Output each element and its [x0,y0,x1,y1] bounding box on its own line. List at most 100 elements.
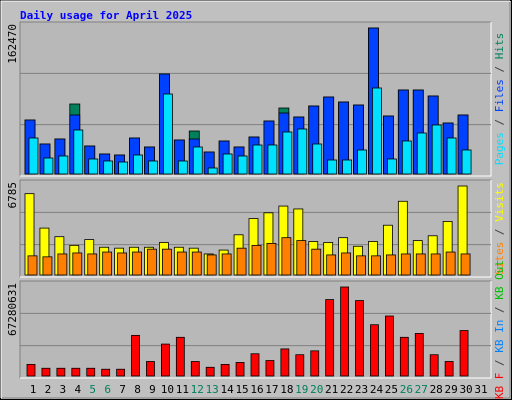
bar [131,334,140,377]
bar [385,254,396,276]
bar [71,367,81,377]
bar [87,253,98,276]
bar [58,155,69,175]
x-tick-label: 15 [235,383,248,396]
bar [461,149,472,175]
x-tick-label: 4 [74,383,81,396]
x-tick-label: 28 [430,383,443,396]
bar [357,149,367,175]
bar [162,93,173,175]
bar [192,146,203,175]
legend-entry: Hits [493,33,506,60]
bar [103,160,114,175]
bar [312,143,323,175]
bar [386,158,397,175]
x-tick-label: 19 [295,383,308,396]
bar [341,252,352,276]
bar [116,368,125,377]
bar [27,255,38,276]
bar [102,251,113,276]
bar [460,253,471,276]
bar [250,353,260,377]
x-tick-label: 31 [474,383,487,396]
legend-entry: Visits [493,182,506,222]
x-tick-label: 29 [445,383,458,396]
legend-separator: / [493,222,506,242]
bar [177,160,188,175]
bar [26,363,36,377]
bar [57,253,68,276]
bar [459,330,469,377]
legend: Pages / Files / Hits [493,33,506,166]
bar [117,252,127,276]
bar [267,144,278,175]
bar [280,348,290,377]
bar [384,315,394,377]
bar [342,159,353,175]
bar [371,255,381,276]
bar [265,360,275,377]
x-tick-label: 8 [134,383,141,396]
x-tick-label: 26 [400,383,413,396]
x-tick-label: 27 [415,383,428,396]
bar [355,300,364,377]
bar [73,129,84,175]
bar [446,137,457,175]
bar [88,158,99,175]
bar [237,155,248,175]
bar [43,157,54,175]
bar [311,248,322,276]
bar [176,251,187,276]
bar [251,244,262,276]
x-tick-label: 20 [310,383,323,396]
bar [340,286,350,377]
legend-entry: KB F [493,373,506,400]
bar [206,254,217,276]
bar [370,324,379,377]
bar [175,336,185,377]
bar [296,240,307,276]
bar [400,253,411,276]
bar [431,124,442,175]
bar [28,137,39,175]
x-tick-label: 1 [30,383,37,396]
bar [415,253,426,276]
bar [444,361,454,377]
bar [235,362,245,377]
legend-separator: / [493,300,506,320]
bar [132,251,142,276]
bar [281,237,292,276]
bar [297,128,308,175]
bar [416,132,427,175]
legend-entry: KB In [493,320,506,353]
bar [221,253,232,276]
bar [266,242,277,276]
bar [160,343,170,377]
x-tick-label: 3 [60,383,67,396]
legend-entry: Files [493,79,506,112]
bar [295,354,305,377]
bar [327,159,338,175]
legend-entry: KB Out [493,260,506,300]
bar [56,367,66,377]
bar [429,354,439,377]
x-tick-label: 23 [355,383,368,396]
x-tick-label: 24 [370,383,384,396]
bar [252,144,263,175]
legend-separator: / [493,59,506,79]
x-tick-label: 10 [161,383,174,396]
legend-separator: / [493,112,506,132]
x-tick-label: 16 [250,383,263,396]
y-tick-label: 162470 [6,24,19,64]
x-tick-label: 2 [45,383,52,396]
bar [430,253,441,276]
x-tick-label: 9 [149,383,156,396]
chart-title: Daily usage for April 2025 [20,9,192,22]
x-tick-label: 6 [104,383,111,396]
bar [205,366,215,377]
bar [326,254,337,276]
x-tick-label: 22 [340,383,353,396]
x-tick-label: 5 [89,383,96,396]
x-tick-label: 18 [280,383,293,396]
